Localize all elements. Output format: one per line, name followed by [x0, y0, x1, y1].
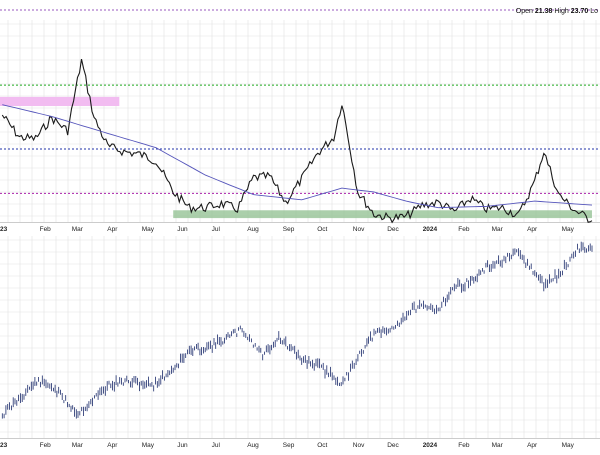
open-value: 21.38 — [534, 8, 553, 15]
lower-x-tick-label: May — [142, 442, 155, 449]
upper-x-tick-label: Oct — [317, 226, 327, 233]
price-series-line — [1, 58, 593, 224]
low-label: Lo — [590, 8, 598, 15]
upper-x-tick-label: Jul — [212, 226, 221, 233]
ohlc-readout: Open 21.38 High 23.70 Lo — [516, 8, 598, 15]
upper-x-tick-label: Sep — [283, 226, 295, 233]
upper-x-tick-label: Feb — [458, 226, 470, 233]
upper-x-tick-label: Nov — [353, 226, 365, 233]
upper-x-tick-label: Apr — [527, 226, 538, 233]
upper-x-tick-label: Feb — [40, 226, 52, 233]
upper-x-tick-label: Mar — [72, 226, 84, 233]
lower-x-tick-label: Mar — [72, 442, 84, 449]
lower-x-tick-label: May — [562, 442, 575, 449]
lower-x-tick-label: Apr — [107, 442, 118, 449]
lower-x-tick-label: Feb — [458, 442, 470, 449]
high-label: High — [554, 8, 569, 15]
moving-average-line — [2, 104, 593, 209]
lower-x-tick-label: 2024 — [423, 442, 438, 449]
upper-x-tick-label: 23 — [0, 226, 8, 233]
lower-x-tick-label: Aug — [247, 442, 259, 449]
lower-x-tick-label: Jun — [177, 442, 188, 449]
upper-x-tick-label: Jun — [177, 226, 188, 233]
upper-x-tick-label: May — [562, 226, 575, 233]
lower-x-tick-label: Dec — [387, 442, 399, 449]
lower-x-tick-label: Feb — [40, 442, 52, 449]
upper-x-tick-label: 2024 — [423, 226, 438, 233]
lower-x-tick-label: Sep — [283, 442, 295, 449]
pink-zone — [0, 96, 120, 107]
upper-x-tick-label: May — [142, 226, 155, 233]
upper-x-tick-label: Dec — [387, 226, 399, 233]
lower-x-tick-label: Oct — [317, 442, 327, 449]
lower-x-tick-label: Mar — [492, 442, 504, 449]
upper-x-tick-label: Mar — [492, 226, 504, 233]
high-value: 23.70 — [570, 8, 589, 15]
green-zone — [173, 210, 592, 219]
open-label: Open — [515, 8, 533, 15]
lower-x-tick-label: 23 — [0, 442, 8, 449]
lower-x-tick-label: Jul — [212, 442, 221, 449]
upper-x-tick-label: Apr — [107, 226, 118, 233]
upper-x-tick-label: Aug — [247, 226, 259, 233]
lower-x-tick-label: Nov — [353, 442, 365, 449]
lower-x-tick-label: Apr — [527, 442, 538, 449]
